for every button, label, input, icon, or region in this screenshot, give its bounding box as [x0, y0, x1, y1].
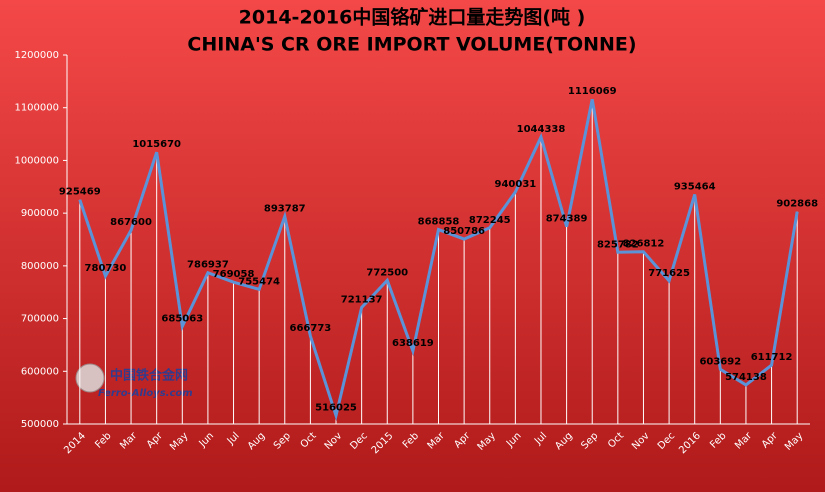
- watermark-logo: [75, 363, 105, 393]
- data-label: 638619: [392, 338, 434, 349]
- data-label: 666773: [290, 323, 332, 334]
- y-tick-label: 900000: [21, 208, 59, 219]
- data-label: 872245: [469, 215, 511, 226]
- y-tick-label: 600000: [21, 366, 59, 377]
- data-label: 1116069: [568, 86, 617, 97]
- data-label: 574138: [725, 372, 767, 383]
- y-tick-label: 1200000: [14, 50, 59, 61]
- y-tick-label: 1000000: [14, 155, 59, 166]
- data-label: 940031: [494, 179, 536, 190]
- y-tick-label: 1100000: [14, 103, 59, 114]
- data-label: 935464: [674, 181, 716, 192]
- watermark-url: Ferro-Alloys.com: [98, 388, 193, 399]
- data-label: 603692: [699, 356, 741, 367]
- data-label: 772500: [366, 267, 408, 278]
- watermark-text: 中国铁合金网: [110, 368, 188, 384]
- data-label: 780730: [85, 263, 127, 274]
- chart-subtitle: CHINA'S CR ORE IMPORT VOLUME(TONNE): [187, 34, 636, 56]
- data-label: 825782: [597, 239, 639, 250]
- data-label: 925469: [59, 187, 101, 198]
- data-label: 769058: [213, 269, 255, 280]
- data-label: 902868: [776, 199, 818, 210]
- chart-title: 2014-2016中国铬矿进口量走势图(吨 ): [239, 6, 586, 29]
- data-label: 893787: [264, 203, 306, 214]
- data-label: 755474: [238, 276, 280, 287]
- data-label: 868858: [418, 217, 460, 228]
- y-tick-label: 800000: [21, 261, 59, 272]
- data-label: 1015670: [132, 139, 181, 150]
- watermark: 中国铁合金网 Ferro-Alloys.com: [75, 363, 193, 399]
- data-label: 826812: [623, 239, 665, 250]
- data-label: 1044338: [517, 124, 566, 135]
- y-tick-label: 500000: [21, 419, 59, 430]
- data-label: 516025: [315, 403, 357, 414]
- y-tick-label: 700000: [21, 314, 59, 325]
- data-label: 867600: [110, 217, 152, 228]
- data-label: 786937: [187, 260, 229, 271]
- data-label: 771625: [648, 268, 690, 279]
- data-label: 685063: [161, 313, 203, 324]
- data-label: 611712: [751, 352, 793, 363]
- data-label: 721137: [341, 294, 383, 305]
- data-label: 850786: [443, 226, 485, 237]
- line: [78, 98, 799, 422]
- data-label: 874389: [546, 214, 588, 225]
